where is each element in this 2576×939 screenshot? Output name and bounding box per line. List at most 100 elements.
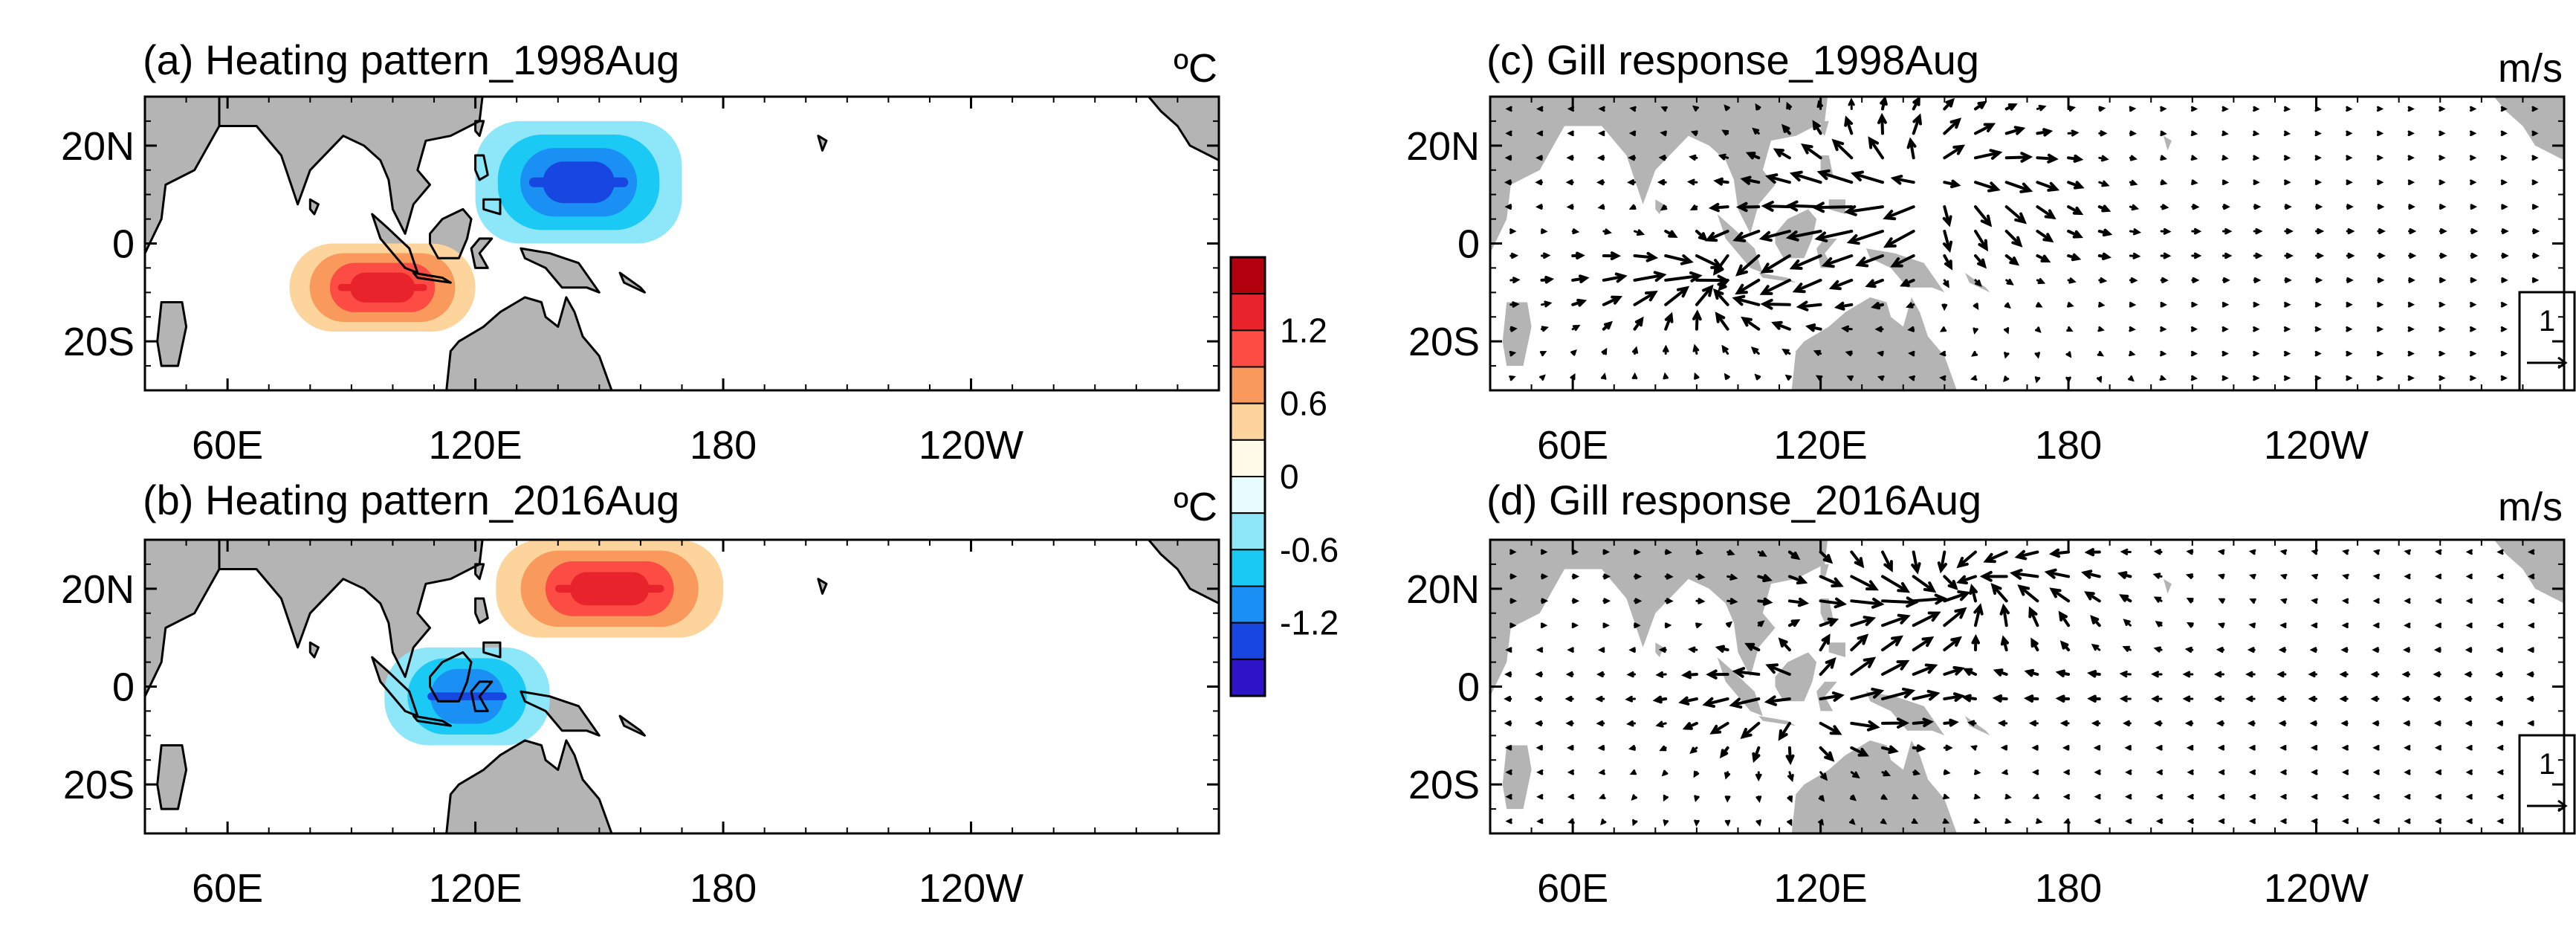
wind-vector [1990, 583, 2008, 603]
wind-vector [1973, 818, 1981, 825]
wind-vector [2435, 598, 2442, 604]
wind-vector [2067, 277, 2077, 284]
wind-vector [1509, 573, 1518, 580]
wind-vector [1732, 294, 1761, 306]
wind-vector [1848, 97, 1855, 110]
wind-vector [2124, 745, 2132, 751]
wind-vector [2470, 326, 2477, 332]
wind-vector [1819, 721, 1842, 735]
wind-vector [2308, 671, 2317, 678]
wind-vector [1821, 254, 1854, 268]
wind-vector [2067, 205, 2084, 216]
wind-vector [2407, 179, 2415, 185]
wind-vector [2065, 351, 2072, 358]
wind-vector [2408, 228, 2417, 235]
wind-vector [1877, 350, 1884, 357]
wind-vector [1598, 130, 1605, 137]
wind-vector [2342, 549, 2349, 555]
wind-vector [2372, 769, 2380, 775]
wind-vector [1752, 127, 1760, 135]
wind-vector [1541, 252, 1551, 259]
wind-vector [1912, 593, 1947, 605]
wind-vector [2465, 745, 2473, 751]
wind-vector [2217, 573, 2225, 580]
wind-vector [1815, 375, 1823, 381]
wind-vector [2531, 228, 2540, 234]
wind-vector [1764, 173, 1791, 184]
wind-vector [2129, 130, 2138, 137]
wind-vector [1721, 344, 1729, 355]
wind-vector [1969, 584, 1978, 603]
land-polygon [519, 97, 522, 98]
wind-vector [1787, 550, 1801, 561]
wind-vector [1681, 671, 1698, 680]
wind-vector [1692, 343, 1700, 355]
wind-vector [2309, 647, 2317, 654]
wind-vector [1535, 720, 1543, 726]
wind-vector [2470, 228, 2479, 234]
wind-vector [2283, 375, 2291, 381]
wind-vector [2017, 584, 2039, 603]
wind-vector [2044, 568, 2071, 579]
land-polygon [157, 745, 187, 810]
land-polygon [1490, 540, 1564, 697]
wind-vector [1504, 671, 1512, 677]
colorbar-swatch [1230, 476, 1266, 514]
wind-vector [2120, 548, 2132, 555]
anomaly-core-cooling [427, 692, 507, 700]
wind-vector [1695, 598, 1706, 604]
wind-vector [2470, 155, 2477, 161]
wind-vector [1943, 279, 1949, 288]
wind-vector [1687, 646, 1698, 654]
wind-vector [2222, 252, 2233, 259]
wind-vector [2160, 228, 2172, 235]
wind-vector [1664, 573, 1674, 580]
wind-vector [2253, 326, 2260, 332]
panel-a-xtick-label: 120W [919, 423, 1023, 468]
wind-vector [2346, 130, 2353, 137]
wind-vector [1661, 769, 1669, 777]
wind-vector [2191, 302, 2198, 308]
wind-vector [1564, 695, 1574, 703]
colorbar-label: 0 [1280, 457, 1299, 496]
wind-vector [1695, 230, 1708, 242]
wind-vector [1755, 796, 1762, 803]
wind-vector [2191, 277, 2200, 283]
wind-vector [1664, 598, 1674, 604]
wind-vector [2004, 818, 2012, 825]
wind-vector [1765, 663, 1791, 676]
wind-vector [2253, 228, 2263, 235]
land-polygon [1816, 681, 1837, 711]
wind-vector [2218, 598, 2225, 604]
wind-vector [2308, 695, 2317, 703]
wind-vector [2222, 228, 2233, 235]
wind-vector [2404, 793, 2411, 800]
panel-c-land [1490, 82, 2564, 390]
wind-vector [2310, 745, 2318, 751]
wind-vector [1850, 170, 1884, 184]
wind-vector [1942, 818, 1950, 824]
wind-vector [1571, 622, 1579, 629]
wind-vector [2028, 720, 2039, 727]
wind-vector [2464, 671, 2473, 678]
wind-vector [1534, 695, 1543, 702]
wind-vector [1505, 647, 1512, 653]
panel-b-ytick-label: 20S [63, 763, 135, 807]
wind-vector [2527, 549, 2535, 555]
wind-vector [2151, 695, 2163, 703]
wind-vector [2036, 302, 2043, 308]
wind-vector [1850, 633, 1869, 652]
wind-vector [1850, 575, 1879, 591]
wind-vector [1961, 694, 1977, 703]
wind-vector [2372, 622, 2380, 628]
land-polygon [1862, 82, 1870, 97]
wind-vector [1784, 374, 1792, 381]
wind-vector [1943, 254, 1953, 271]
land-polygon [1775, 652, 1817, 702]
wind-vector [2153, 646, 2163, 653]
wind-vector [1660, 204, 1668, 211]
wind-vector [2531, 155, 2539, 161]
wind-vector [2186, 549, 2194, 555]
wind-vector [1735, 278, 1761, 295]
wind-vector [2117, 571, 2132, 579]
